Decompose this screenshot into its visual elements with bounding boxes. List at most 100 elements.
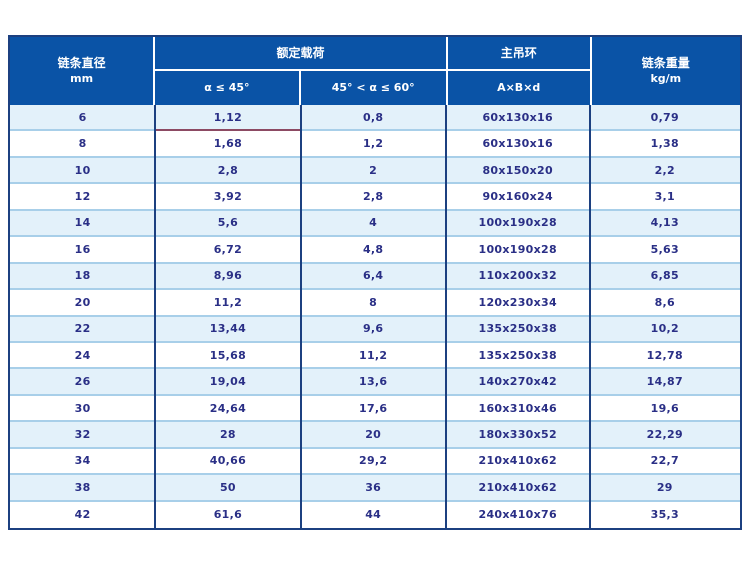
table-cell: 60x130x16 [482,110,553,124]
table-cell: 34 [74,454,91,468]
table-cell: 22 [74,322,91,336]
column-divider [299,105,302,528]
table-cell: 6,72 [213,242,243,256]
table-cell: 5,6 [217,216,239,230]
column-divider [444,105,447,528]
header-angle-45-60: 45° < α ≤ 60° [301,71,446,105]
table-cell: 50 [219,480,236,494]
header-chain-weight: 链条重量 kg/m [589,37,740,105]
table-cell: 8,96 [213,269,243,283]
table-cell: 24 [74,348,91,362]
table-row: 18 8,96 6,4 110x200x32 6,85 [10,263,740,291]
table-body: 6 1,12 0,8 60x130x16 0,79 8 1,68 1,2 60x130x16 1,… [10,105,740,528]
table-cell: 22,29 [646,427,683,441]
table-cell: 35,3 [650,508,679,522]
header-main-ring-group: 主吊环 [445,37,590,71]
table-cell: 60x130x16 [482,137,553,151]
table-row: 30 24,64 17,6 160x310x46 19,6 [10,395,740,423]
header-chain-diameter-unit: mm [70,71,94,85]
table-cell: 6 [78,110,87,124]
accent-underline [155,129,301,132]
table-header: 链条直径 mm 额定载荷 α ≤ 45° 45° < α ≤ 60° 主吊环 A… [10,37,740,105]
table-cell: 0,79 [650,110,679,124]
table-cell: 19,6 [650,401,679,415]
table-cell: 100x190x28 [478,242,557,256]
spec-table: 链条直径 mm 额定载荷 α ≤ 45° 45° < α ≤ 60° 主吊环 A… [8,35,742,530]
table-cell: 10 [74,163,91,177]
header-rated-load-group: 额定载荷 [155,37,446,71]
table-cell: 210x410x62 [478,480,557,494]
table-cell: 12 [74,190,91,204]
table-cell: 210x410x62 [478,454,557,468]
table-cell: 1,2 [362,137,384,151]
table-cell: 15,68 [209,348,247,362]
table-row: 20 11,2 8 120x230x34 8,6 [10,290,740,317]
header-chain-diameter: 链条直径 mm [10,37,156,105]
header-chain-weight-unit: kg/m [650,71,682,85]
table-cell: 160x310x46 [478,401,557,415]
table-cell: 1,68 [213,137,243,151]
table-cell: 80x150x20 [482,163,553,177]
table-row: 6 1,12 0,8 60x130x16 0,79 [10,105,740,132]
table-cell: 19,04 [209,375,247,389]
table-cell: 90x160x24 [482,190,553,204]
table-cell: 135x250x38 [478,322,557,336]
table-cell: 36 [365,480,382,494]
header-angle-45-60-label: 45° < α ≤ 60° [331,80,415,94]
table-cell: 4 [369,216,378,230]
table-cell: 240x410x76 [478,508,557,522]
table-cell: 38 [74,480,91,494]
table-row: 34 40,66 29,2 210x410x62 22,7 [10,448,740,476]
header-chain-diameter-title: 链条直径 [57,56,106,71]
header-angle-le-45: α ≤ 45° [155,71,301,105]
table-cell: 29,2 [358,454,388,468]
table-cell: 6,4 [362,269,384,283]
table-cell: 30 [74,401,91,415]
table-cell: 11,2 [213,295,243,309]
table-cell: 16 [74,242,91,256]
table-row: 42 61,6 44 240x410x76 35,3 [10,501,740,528]
table-cell: 32 [74,427,91,441]
table-cell: 5,63 [650,242,679,256]
header-rated-load-label: 额定载荷 [276,45,325,60]
table-cell: 8 [78,137,87,151]
header-ring-dimensions: A×B×d [445,71,590,105]
table-cell: 13,44 [209,322,247,336]
table-cell: 12,78 [646,348,683,362]
table-cell: 24,64 [209,401,247,415]
column-divider [588,105,591,528]
table-cell: 20 [74,295,91,309]
header-ring-dimensions-label: A×B×d [497,80,541,94]
table-cell: 14,87 [646,375,683,389]
table-cell: 2,2 [654,163,675,177]
table-cell: 3,92 [213,190,243,204]
table-cell: 11,2 [358,348,388,362]
table-cell: 40,66 [209,454,247,468]
table-cell: 2 [369,163,378,177]
table-cell: 180x330x52 [478,427,557,441]
table-cell: 18 [74,269,91,283]
table-row: 10 2,8 2 80x150x20 2,2 [10,157,740,185]
table-row: 38 50 36 210x410x62 29 [10,475,740,502]
table-cell: 10,2 [650,322,679,336]
table-cell: 42 [74,508,91,522]
table-row: 14 5,6 4 100x190x28 4,13 [10,210,740,238]
table-cell: 4,13 [650,216,679,230]
table-cell: 110x200x32 [478,269,557,283]
table-row: 16 6,72 4,8 100x190x28 5,63 [10,237,740,264]
table-cell: 1,12 [213,110,243,124]
table-cell: 2,8 [362,190,384,204]
table-cell: 2,8 [217,163,239,177]
header-angle-le-45-label: α ≤ 45° [204,80,250,94]
column-divider [154,105,157,528]
table-cell: 44 [365,508,382,522]
table-cell: 8 [369,295,378,309]
table-row: 22 13,44 9,6 135x250x38 10,2 [10,316,740,343]
table-row: 24 15,68 11,2 135x250x38 12,78 [10,342,740,370]
table-row: 32 28 20 180x330x52 22,29 [10,422,740,449]
table-cell: 1,38 [650,137,679,151]
table-cell: 8,6 [654,295,675,309]
table-cell: 20 [365,427,382,441]
table-cell: 0,8 [362,110,384,124]
table-row: 26 19,04 13,6 140x270x42 14,87 [10,369,740,396]
